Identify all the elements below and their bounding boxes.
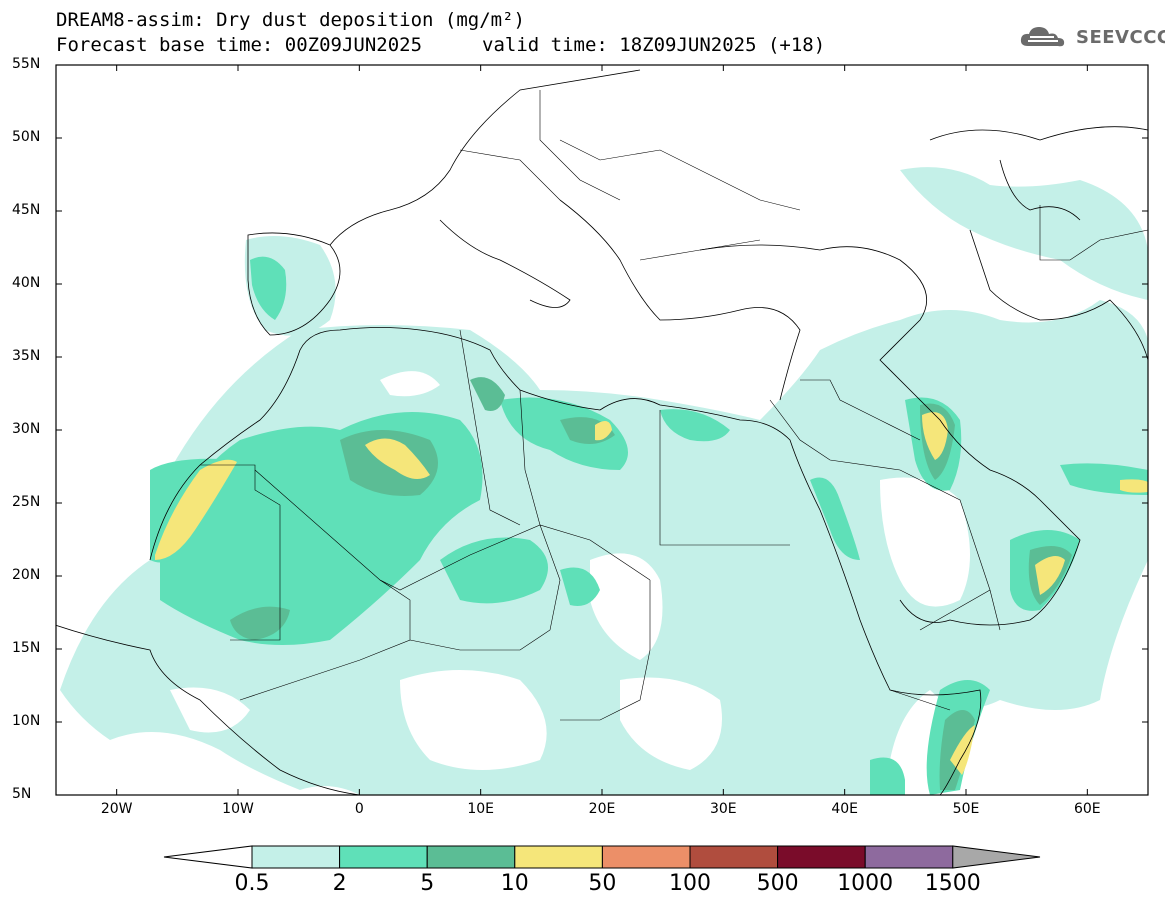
legend-label: 100: [655, 871, 725, 896]
legend-label: 10: [480, 871, 550, 896]
lon-label: 0: [329, 801, 389, 817]
lat-label: 55N: [12, 56, 54, 72]
legend-label: 0.5: [217, 871, 287, 896]
lat-label: 15N: [12, 640, 54, 656]
legend-label: 5: [392, 871, 462, 896]
lat-label: 45N: [12, 202, 54, 218]
lon-label: 20E: [572, 801, 632, 817]
lon-label: 10W: [208, 801, 268, 817]
dust-deposition-map: [0, 0, 1165, 860]
lat-label: 25N: [12, 494, 54, 510]
lat-label: 5N: [12, 786, 54, 802]
lon-label: 20W: [87, 801, 147, 817]
lat-label: 50N: [12, 129, 54, 145]
lat-label: 35N: [12, 348, 54, 364]
lat-label: 30N: [12, 421, 54, 437]
lon-label: 30E: [693, 801, 753, 817]
legend-label: 50: [567, 871, 637, 896]
lon-label: 10E: [451, 801, 511, 817]
lon-label: 50E: [936, 801, 996, 817]
legend-label: 1500: [918, 871, 988, 896]
map-field: [55, 65, 1148, 795]
lat-label: 40N: [12, 275, 54, 291]
legend-label: 500: [743, 871, 813, 896]
lon-label: 40E: [815, 801, 875, 817]
legend-label: 1000: [830, 871, 900, 896]
lon-label: 60E: [1057, 801, 1117, 817]
lat-label: 20N: [12, 567, 54, 583]
lat-label: 10N: [12, 713, 54, 729]
legend-label: 2: [305, 871, 375, 896]
